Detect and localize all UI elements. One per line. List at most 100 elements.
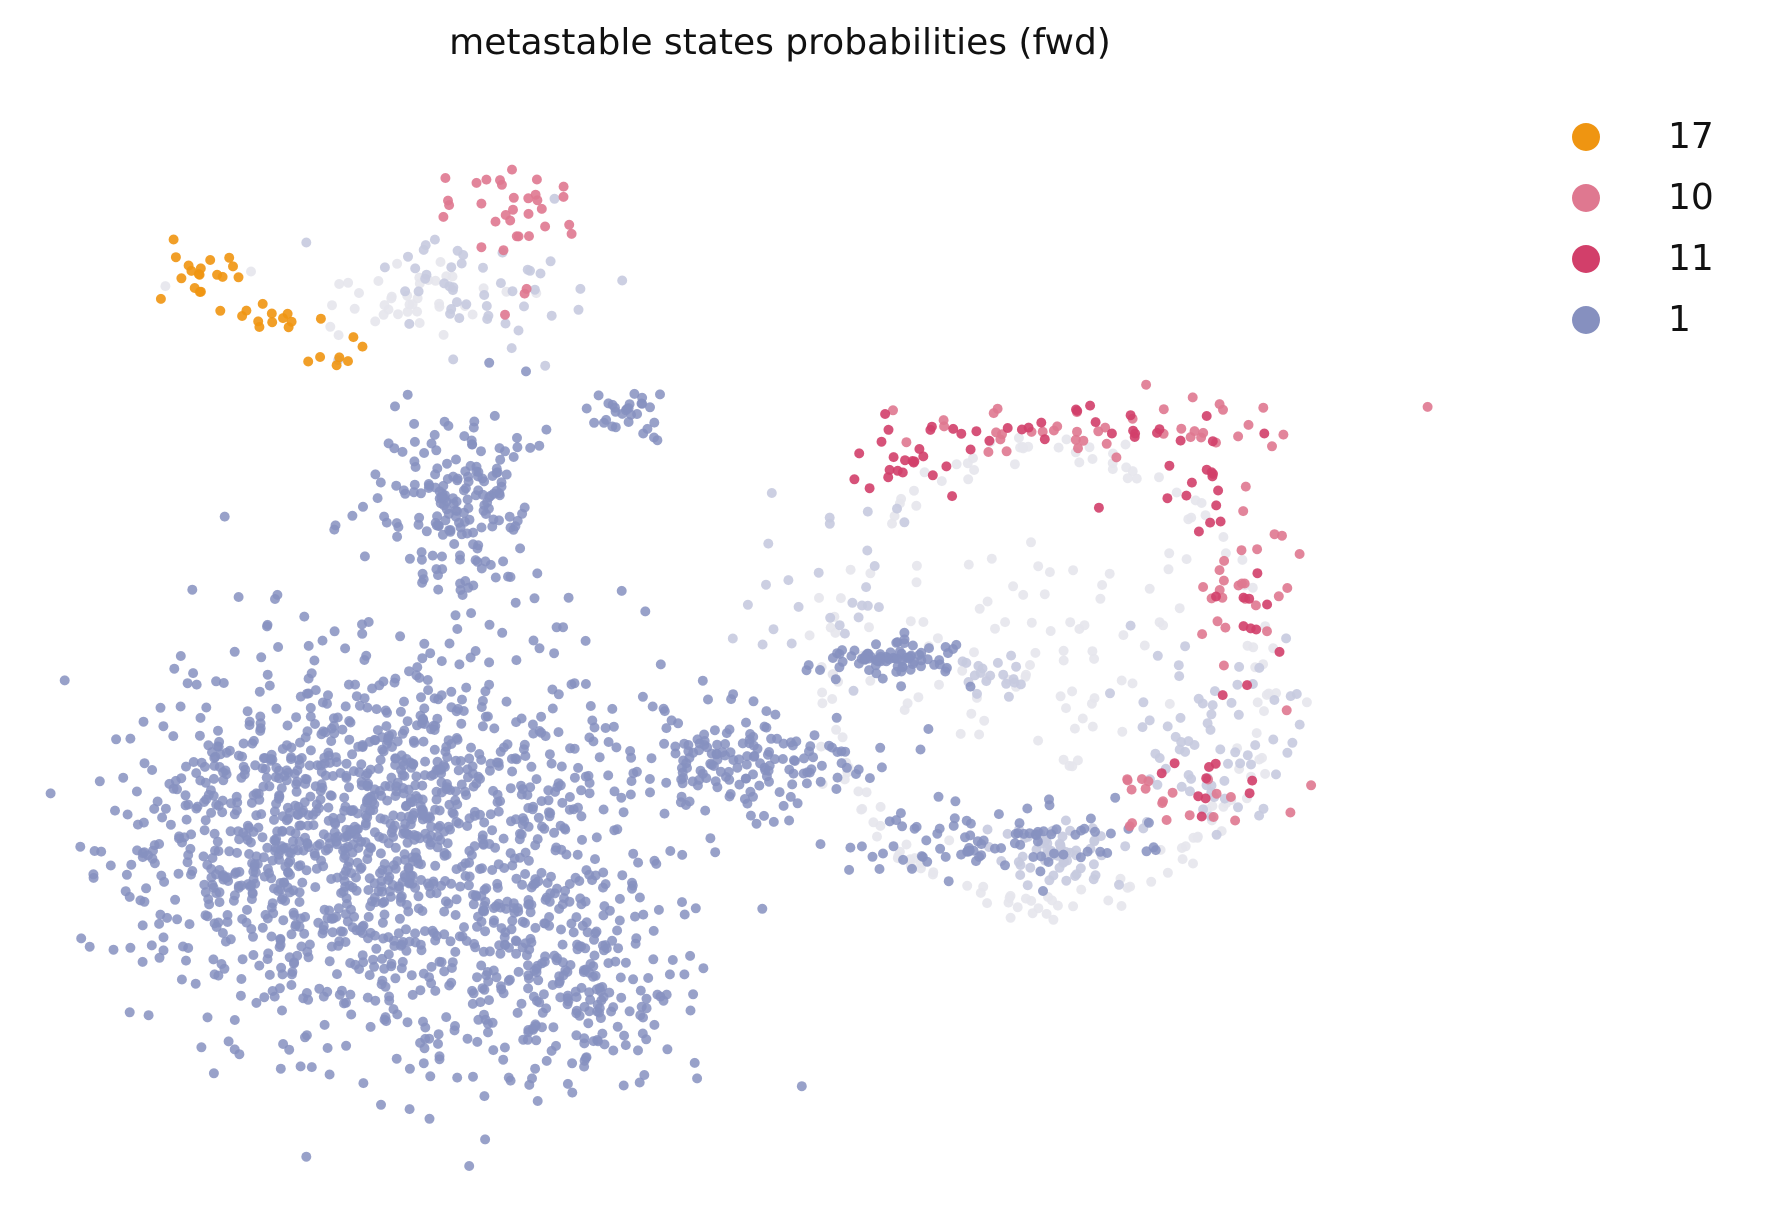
scatter-point-background (1176, 843, 1187, 853)
scatter-point-1 (567, 1087, 578, 1098)
scatter-point-background (1268, 734, 1279, 745)
scatter-point-1 (774, 787, 785, 798)
scatter-point-background (1088, 859, 1099, 870)
scatter-point-1 (305, 745, 316, 756)
scatter-point-11 (918, 451, 929, 462)
scatter-point-1 (357, 628, 368, 639)
scatter-point-1 (489, 410, 500, 421)
scatter-point-1 (506, 753, 517, 764)
scatter-point-1 (551, 622, 562, 633)
scatter-point-10 (531, 174, 542, 185)
scatter-point-1 (282, 720, 293, 731)
scatter-point-1 (579, 1055, 590, 1066)
scatter-point-1 (484, 679, 495, 690)
scatter-point-11 (888, 452, 899, 463)
scatter-point-1 (864, 665, 875, 676)
scatter-point-1 (213, 725, 223, 736)
scatter-point-1 (286, 929, 297, 940)
scatter-point-1 (566, 918, 577, 929)
scatter-point-1 (412, 662, 423, 673)
scatter-point-1 (309, 655, 320, 666)
scatter-point-1 (390, 842, 401, 853)
scatter-point-1 (667, 955, 678, 965)
scatter-point-1 (612, 824, 623, 835)
scatter-point-1 (369, 734, 380, 745)
scatter-point-1 (541, 1055, 552, 1066)
scatter-point-10 (566, 228, 577, 239)
scatter-point-1 (258, 852, 269, 863)
scatter-point-10 (988, 408, 999, 419)
scatter-point-background (1226, 697, 1237, 708)
scatter-point-background (1152, 650, 1163, 661)
scatter-point-1 (388, 935, 399, 946)
scatter-point-1 (371, 704, 382, 715)
scatter-point-1 (269, 806, 280, 817)
scatter-point-background (1205, 724, 1216, 735)
scatter-point-1 (209, 828, 220, 839)
scatter-point-1 (976, 839, 987, 850)
scatter-point-1 (896, 666, 907, 677)
scatter-point-1 (284, 1044, 295, 1055)
scatter-point-1 (444, 638, 455, 649)
scatter-point-10 (1101, 438, 1112, 449)
scatter-point-background (869, 561, 880, 571)
scatter-point-background (451, 297, 462, 308)
scatter-point-background (1223, 758, 1233, 769)
scatter-point-1 (418, 736, 429, 747)
scatter-point-17 (348, 332, 359, 343)
scatter-point-1 (217, 928, 228, 938)
scatter-point-background (1114, 879, 1124, 890)
scatter-point-10 (1072, 426, 1082, 437)
scatter-point-background (936, 476, 947, 487)
scatter-point-1 (295, 1061, 306, 1072)
legend-swatch-10 (1572, 184, 1600, 212)
scatter-point-1 (420, 756, 431, 767)
scatter-point-background (853, 612, 864, 623)
scatter-point-1 (1036, 851, 1047, 862)
scatter-point-1 (463, 503, 474, 514)
scatter-point-background (982, 596, 993, 607)
scatter-point-background (1086, 698, 1097, 709)
scatter-point-17 (303, 356, 314, 367)
scatter-point-1 (329, 524, 340, 535)
scatter-point-10 (444, 200, 455, 211)
scatter-point-1 (269, 991, 280, 1002)
scatter-point-1 (395, 631, 406, 642)
scatter-point-background (333, 330, 344, 341)
scatter-point-background (1058, 754, 1069, 765)
scatter-point-1 (251, 851, 262, 862)
scatter-point-1 (344, 734, 355, 745)
scatter-point-1 (320, 845, 331, 856)
scatter-point-background (1122, 882, 1133, 893)
scatter-point-1 (464, 753, 475, 764)
scatter-point-1 (572, 939, 583, 950)
scatter-point-1 (170, 894, 181, 905)
scatter-point-11 (1039, 434, 1050, 445)
scatter-point-background (1131, 473, 1142, 484)
scatter-point-1 (376, 1099, 386, 1110)
scatter-point-1 (299, 611, 310, 622)
scatter-point-1 (849, 645, 860, 656)
scatter-point-background (1211, 829, 1222, 840)
scatter-point-1 (1028, 852, 1039, 862)
scatter-point-1 (376, 979, 387, 990)
scatter-point-1 (661, 723, 672, 734)
scatter-point-1 (448, 471, 459, 482)
legend-swatch-17 (1572, 123, 1600, 151)
scatter-point-1 (384, 781, 395, 792)
scatter-point-background (1089, 835, 1100, 846)
scatter-point-1 (418, 1058, 429, 1069)
scatter-point-1 (630, 938, 641, 949)
scatter-point-1 (125, 942, 136, 953)
scatter-point-1 (574, 876, 585, 886)
scatter-point-1 (340, 850, 351, 861)
scatter-point-background (1065, 617, 1076, 628)
scatter-point-background (522, 264, 533, 275)
scatter-point-1 (608, 721, 619, 732)
scatter-point-1 (332, 712, 343, 723)
scatter-point-background (1058, 645, 1069, 656)
scatter-point-1 (803, 660, 814, 671)
scatter-point-1 (122, 809, 133, 820)
scatter-point-1 (599, 901, 610, 912)
scatter-point-1 (895, 808, 906, 819)
